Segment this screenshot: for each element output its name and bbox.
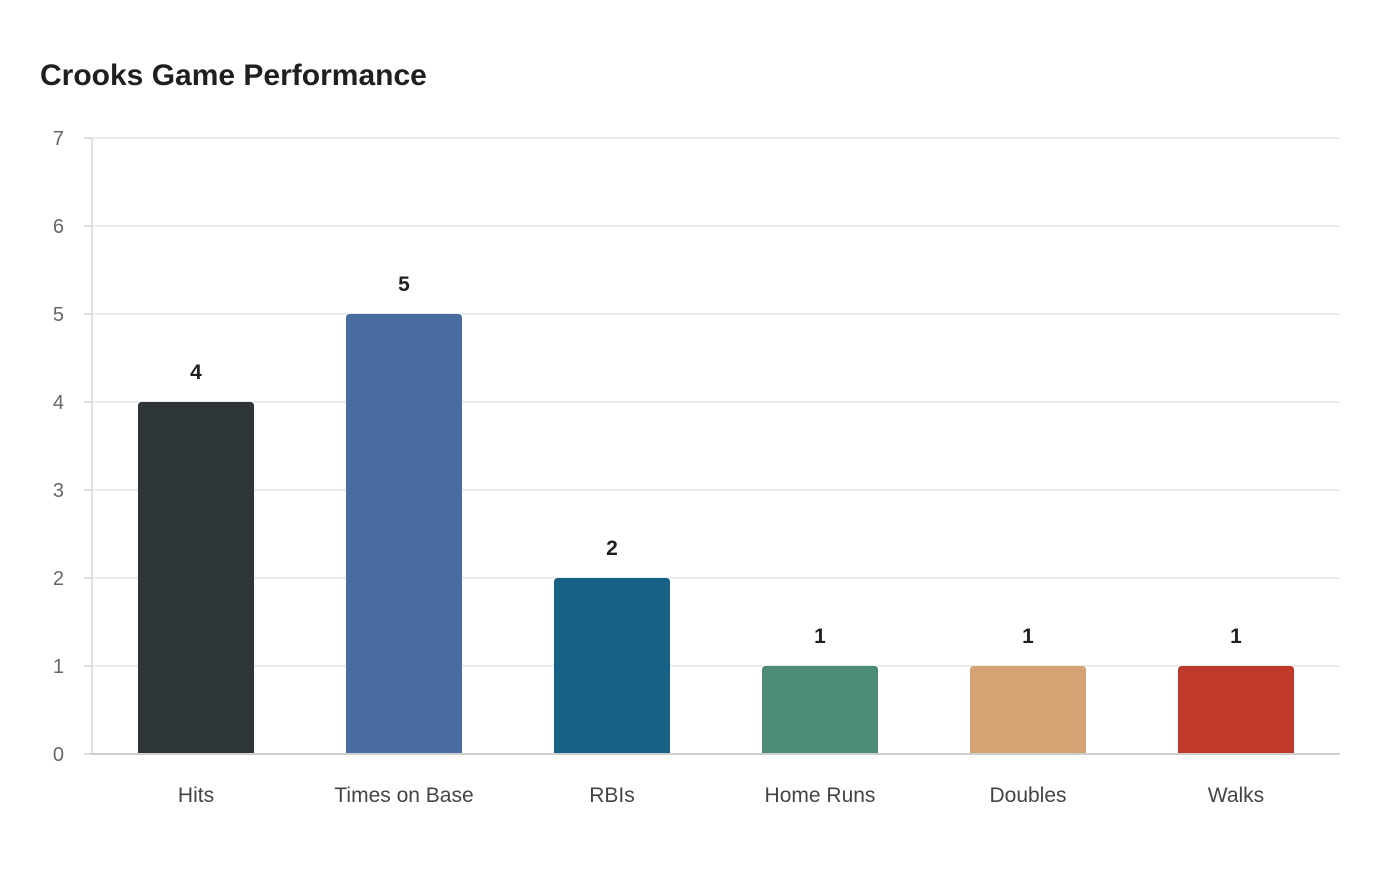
data-label: 1 — [1022, 625, 1034, 648]
data-label: 4 — [190, 361, 202, 384]
x-tick-label: Walks — [1208, 784, 1264, 807]
data-label: 1 — [814, 625, 826, 648]
data-label: 1 — [1230, 625, 1242, 648]
y-tick-label: 1 — [53, 656, 64, 678]
data-label: 2 — [606, 537, 618, 560]
bar-hits — [138, 402, 254, 754]
axes — [84, 137, 1340, 755]
bar-walks — [1178, 666, 1294, 754]
bar-rbis — [554, 578, 670, 754]
x-tick-label: RBIs — [589, 784, 635, 807]
y-tick-label: 4 — [53, 392, 64, 414]
y-tick-label: 5 — [53, 304, 64, 326]
x-tick-label: Home Runs — [765, 784, 876, 807]
bars — [138, 314, 1294, 754]
labels: 0 1 2 3 4 5 6 7 4 Hits 5 Times on Base 2 RBIs 1 Home Ru… — [53, 128, 1264, 807]
y-tick-label: 6 — [53, 216, 64, 238]
x-tick-label: Doubles — [989, 784, 1066, 807]
bar-home-runs — [762, 666, 878, 754]
x-tick-label: Times on Base — [334, 784, 473, 807]
chart-title: Crooks Game Performance — [40, 59, 427, 92]
y-tick-label: 2 — [53, 568, 64, 590]
y-tick-label: 0 — [53, 744, 64, 766]
bar-times-on-base — [346, 314, 462, 754]
bar-doubles — [970, 666, 1086, 754]
y-tick-label: 3 — [53, 480, 64, 502]
y-tick-label: 7 — [53, 128, 64, 150]
data-label: 5 — [398, 273, 410, 296]
gridlines — [92, 137, 1340, 667]
x-tick-label: Hits — [178, 784, 214, 807]
